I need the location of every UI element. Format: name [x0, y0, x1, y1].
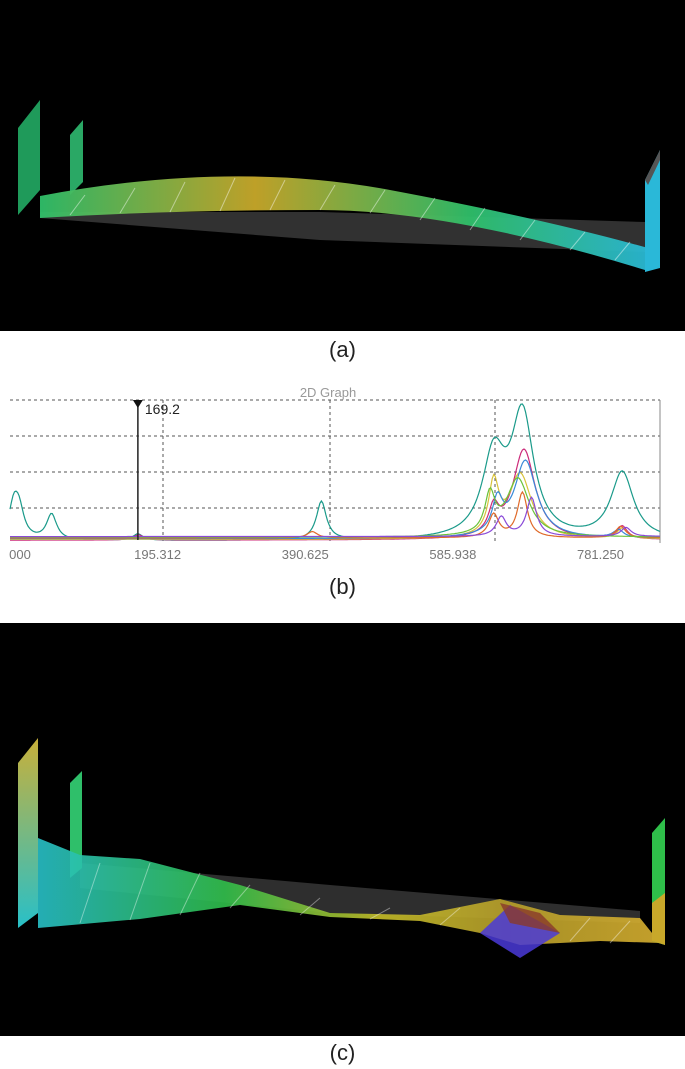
- graph-svg: 2D Graph 169.2 000 195.312 390.625 585.938 7…: [9, 385, 661, 562]
- beam-top-surface: [40, 176, 655, 270]
- frequency-response-graph: 2D Graph 169.2 000 195.312 390.625 585.938 7…: [0, 378, 685, 570]
- caption-b: (b): [329, 574, 356, 599]
- caption-c: (c): [329, 1040, 356, 1065]
- x-tick-label: 390.625: [282, 547, 329, 562]
- series-line-4: [10, 490, 660, 539]
- beam-peak-region: [500, 903, 560, 933]
- x-tick-label: 195.312: [134, 547, 181, 562]
- series-line-6: [10, 496, 661, 538]
- mode-shape-view-c: [0, 623, 685, 1036]
- frequency-marker-handle[interactable]: [132, 400, 143, 408]
- left-column-inner: [70, 120, 83, 195]
- left-column-inner: [70, 771, 82, 878]
- x-tick-label: 000: [9, 547, 31, 562]
- beam-dip-region: [480, 905, 560, 958]
- graph-grid: [10, 399, 660, 543]
- caption-a: (a): [329, 337, 356, 362]
- left-column-outer: [18, 738, 38, 928]
- structure-render-c: [18, 738, 665, 958]
- series-line-1: [10, 448, 661, 541]
- x-tick-label: 585.938: [429, 547, 476, 562]
- structure-render-a: [18, 100, 660, 272]
- graph-title: 2D Graph: [300, 385, 356, 400]
- mesh-lines: [79, 862, 631, 944]
- series-line-5: [10, 476, 660, 538]
- mesh-lines: [69, 177, 631, 261]
- left-column-outer: [18, 100, 40, 215]
- mode-shape-view-a: [0, 0, 685, 331]
- marker-value-label: 169.2: [145, 401, 180, 417]
- series-layer: [9, 403, 661, 541]
- right-column-cap: [645, 150, 660, 185]
- right-column-base: [652, 893, 665, 945]
- x-tick-label: 781.250: [577, 547, 624, 562]
- x-tick-labels: 000 195.312 390.625 585.938 781.250: [9, 547, 624, 562]
